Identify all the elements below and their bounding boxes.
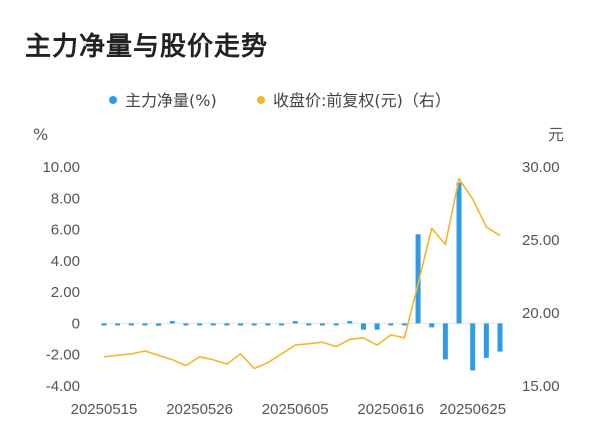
net-volume-bar [374, 323, 380, 330]
legend-label-close-price: 收盘价:前复权(元)（右） [273, 91, 451, 110]
net-volume-bar [333, 323, 339, 326]
x-tick-label: 20250515 [71, 401, 138, 418]
net-volume-bar [265, 323, 271, 326]
x-axis-ticks: 20250515 20250526 20250605 20250616 20250625 [71, 401, 506, 418]
legend: 主力净量(%) 收盘价:前复权(元)（右） [109, 91, 451, 110]
net-volume-bar [319, 323, 325, 326]
net-volume-bar [142, 323, 148, 326]
net-volume-bar [156, 323, 162, 326]
net-volume-bar [360, 323, 366, 330]
left-tick-label: 6.00 [51, 222, 80, 239]
net-volume-bar [483, 323, 489, 358]
left-axis-unit: % [33, 125, 48, 144]
left-tick-label: -2.00 [46, 347, 80, 364]
left-tick-label: 0 [72, 315, 80, 332]
net-volume-bar [183, 323, 189, 326]
page-title: 主力净量与股价走势 [25, 32, 269, 62]
x-tick-label: 20250625 [439, 401, 506, 418]
x-tick-label: 20250605 [262, 401, 329, 418]
net-volume-bar [238, 323, 244, 326]
net-volume-bar [470, 323, 476, 371]
x-tick-label: 20250616 [357, 401, 424, 418]
close-price-polyline [103, 177, 501, 370]
legend-marker-net-volume [109, 96, 117, 104]
net-volume-bars [101, 182, 503, 371]
net-volume-bar [497, 323, 503, 352]
left-tick-label: 10.00 [42, 159, 80, 176]
left-tick-label: 2.00 [51, 284, 80, 301]
right-axis-unit: 元 [548, 125, 564, 144]
x-tick-label: 20250526 [166, 401, 233, 418]
net-volume-bar [279, 323, 285, 326]
left-tick-label: 4.00 [51, 253, 80, 270]
net-volume-bar [128, 323, 134, 326]
net-volume-bar [251, 323, 257, 326]
net-volume-bar [292, 321, 298, 324]
right-axis-ticks: 30.00 25.00 20.00 15.00 [522, 159, 560, 395]
net-volume-bar [169, 321, 175, 324]
right-tick-label: 15.00 [522, 378, 560, 395]
net-volume-bar [101, 323, 107, 326]
net-volume-bar [388, 323, 394, 326]
right-tick-label: 20.00 [522, 305, 560, 322]
net-volume-bar [415, 234, 421, 324]
left-tick-label: 8.00 [51, 190, 80, 207]
net-volume-bar [197, 323, 203, 326]
net-volume-bar [456, 182, 462, 324]
net-volume-bar [442, 323, 448, 360]
legend-marker-close-price [257, 96, 265, 104]
net-volume-bar [224, 323, 230, 326]
net-volume-bar [347, 321, 353, 324]
close-price-line [103, 177, 501, 370]
net-volume-bar [210, 323, 216, 326]
left-tick-label: -4.00 [46, 378, 80, 395]
net-volume-bar [115, 323, 121, 326]
right-tick-label: 25.00 [522, 232, 560, 249]
net-volume-bar [401, 323, 407, 326]
right-tick-label: 30.00 [522, 159, 560, 176]
legend-label-net-volume: 主力净量(%) [125, 91, 217, 110]
net-volume-bar [306, 323, 312, 326]
left-axis-ticks: 10.00 8.00 6.00 4.00 2.00 0 -2.00 -4.00 [42, 159, 80, 395]
net-volume-bar [429, 323, 435, 328]
